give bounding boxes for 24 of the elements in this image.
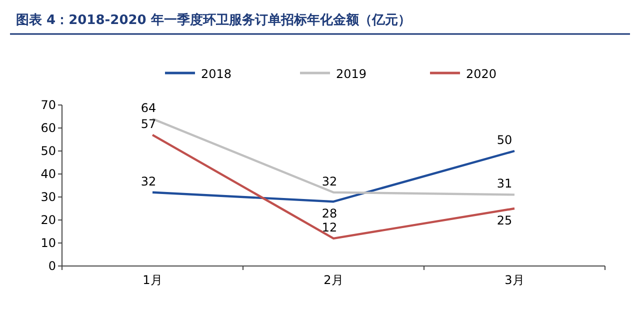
data-label: 64 xyxy=(140,100,156,115)
data-label: 32 xyxy=(322,174,338,188)
data-label: 28 xyxy=(322,206,338,221)
y-tick-label: 0 xyxy=(48,259,56,273)
data-label: 12 xyxy=(322,220,338,234)
y-tick-label: 60 xyxy=(40,121,56,135)
x-tick-label: 3月 xyxy=(504,273,524,287)
legend-label: 2020 xyxy=(466,67,497,81)
y-tick-label: 30 xyxy=(40,190,56,204)
y-tick-label: 50 xyxy=(40,144,56,158)
y-tick-label: 20 xyxy=(40,213,56,227)
y-tick-label: 70 xyxy=(40,98,56,112)
data-label: 25 xyxy=(496,214,512,228)
y-tick-label: 10 xyxy=(40,236,56,250)
legend-label: 2019 xyxy=(336,67,367,81)
x-tick-label: 2月 xyxy=(324,273,344,287)
data-label: 50 xyxy=(496,133,512,147)
data-label: 31 xyxy=(496,176,512,191)
y-tick-label: 40 xyxy=(40,167,56,181)
chart-title: 图表 4：2018-2020 年一季度环卫服务订单招标年化金额（亿元） xyxy=(16,12,411,28)
legend-label: 2018 xyxy=(201,67,232,81)
data-label: 57 xyxy=(140,116,156,131)
x-tick-label: 1月 xyxy=(142,273,162,287)
data-label: 32 xyxy=(140,174,156,188)
